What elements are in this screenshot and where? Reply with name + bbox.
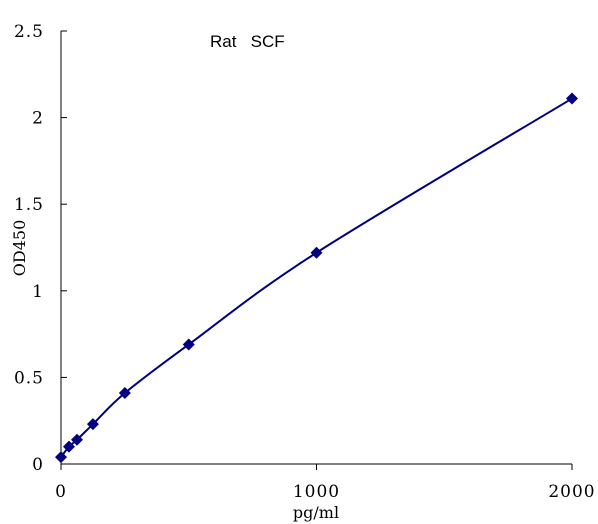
data-point <box>182 338 195 351</box>
data-point <box>62 440 75 453</box>
data-point <box>70 433 83 446</box>
data-point <box>566 92 578 105</box>
y-tick-label: 2 <box>32 109 44 129</box>
x-tick-label: 0 <box>55 482 67 502</box>
y-tick-label: 1 <box>32 282 44 302</box>
data-point <box>118 386 131 399</box>
y-tick-label: 0 <box>32 455 44 475</box>
y-axis-label: OD450 <box>10 220 29 276</box>
y-tick-label: 0.5 <box>14 368 44 388</box>
y-tick-label: 1.5 <box>14 195 44 215</box>
y-tick-label: 2.5 <box>14 22 44 42</box>
x-tick-label: 1000 <box>293 482 340 502</box>
ticks: 0 0.5 1 1.5 2 2.5 0 1000 2000 <box>14 22 595 502</box>
data-point <box>310 246 323 259</box>
fit-curve <box>60 97 573 458</box>
chart-title: Rat SCF <box>210 32 285 51</box>
x-tick-label: 2000 <box>548 482 595 502</box>
x-axis-label: pg/ml <box>293 503 339 522</box>
data-points <box>55 92 578 464</box>
data-point <box>55 451 67 464</box>
data-point <box>86 418 99 431</box>
